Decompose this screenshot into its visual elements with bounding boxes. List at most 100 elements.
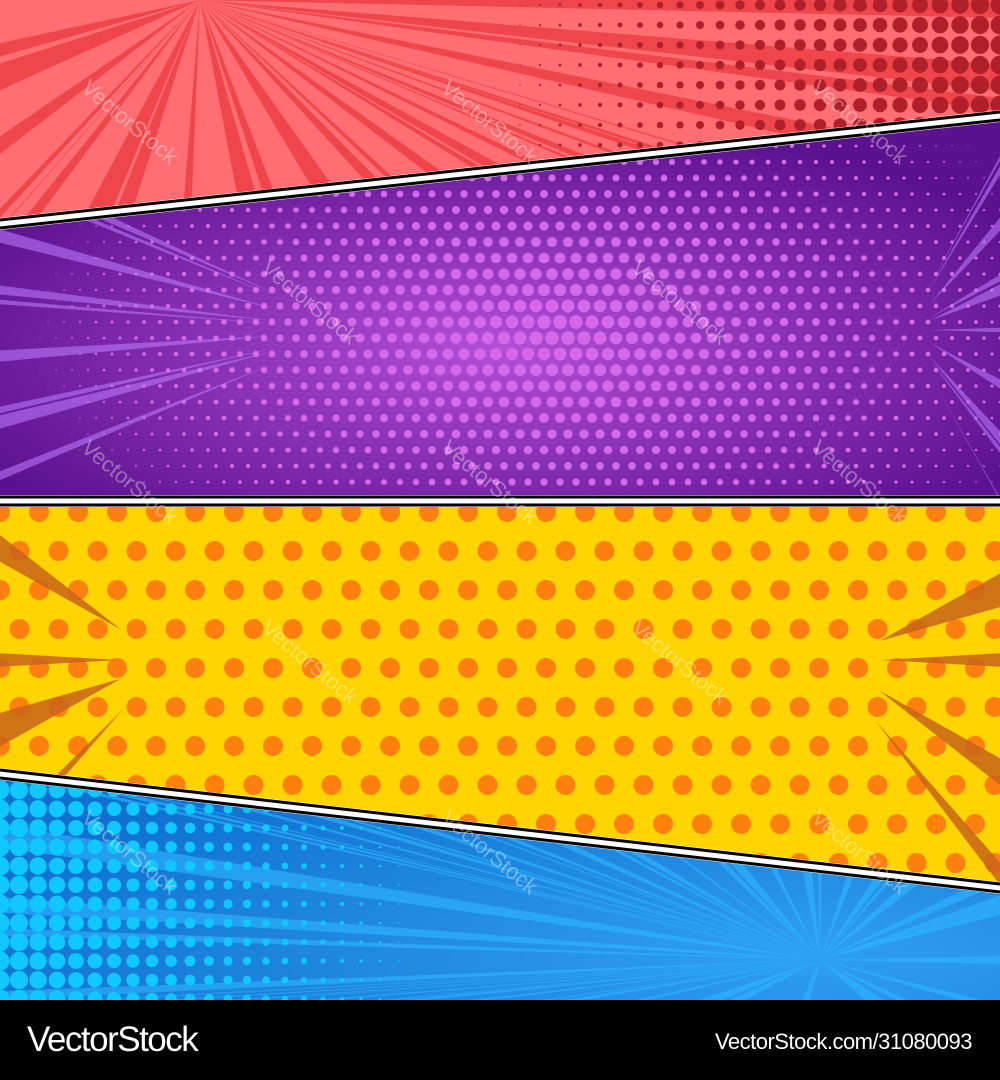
speed-ray xyxy=(200,0,267,218)
halftone-dot xyxy=(302,580,322,600)
halftone-dot xyxy=(754,19,766,31)
halftone-dot xyxy=(341,658,361,678)
halftone-dot xyxy=(966,336,970,340)
halftone-dot xyxy=(659,397,669,407)
halftone-dot xyxy=(203,898,215,910)
halftone-dot xyxy=(339,301,349,311)
halftone-dot xyxy=(966,368,970,372)
halftone-dot xyxy=(633,541,654,561)
halftone-dot xyxy=(150,464,154,468)
halftone-dot xyxy=(380,507,400,522)
halftone-dot xyxy=(497,507,517,522)
speed-ray xyxy=(254,960,820,1000)
halftone-dot xyxy=(845,415,851,421)
halftone-dot xyxy=(466,364,478,376)
halftone-dot xyxy=(394,316,406,328)
halftone-dot xyxy=(459,221,469,231)
halftone-dot xyxy=(242,842,252,852)
halftone-dot xyxy=(637,102,643,108)
halftone-dot xyxy=(134,400,138,404)
halftone-dot xyxy=(748,190,756,198)
speed-ray xyxy=(0,122,274,280)
halftone-dot xyxy=(538,412,550,424)
halftone-dot xyxy=(893,319,899,325)
halftone-dot xyxy=(772,430,780,438)
halftone-dot xyxy=(245,271,251,277)
halftone-dot xyxy=(173,287,179,293)
halftone-dot xyxy=(364,446,372,454)
halftone-dot xyxy=(482,364,494,376)
halftone-dot xyxy=(87,541,108,561)
halftone-dot xyxy=(672,775,693,795)
halftone-dot xyxy=(165,697,186,717)
halftone-dot xyxy=(308,302,316,310)
halftone-dot xyxy=(926,160,930,164)
halftone-dot xyxy=(756,206,764,214)
halftone-dot xyxy=(779,285,789,295)
halftone-dot xyxy=(68,972,84,988)
halftone-dot xyxy=(716,446,724,454)
halftone-dot xyxy=(848,814,868,834)
halftone-dot xyxy=(499,237,509,247)
halftone-dot xyxy=(0,894,10,914)
halftone-dot xyxy=(348,254,356,262)
halftone-dot xyxy=(945,775,966,795)
halftone-dot xyxy=(872,17,888,33)
halftone-dot xyxy=(359,845,363,849)
halftone-dot xyxy=(395,285,405,295)
halftone-dot xyxy=(620,190,628,198)
halftone-dot xyxy=(578,396,590,408)
halftone-dot xyxy=(0,951,10,971)
halftone-dot xyxy=(917,303,923,309)
halftone-dot xyxy=(515,205,525,215)
halftone-dot xyxy=(642,364,654,376)
halftone-dot xyxy=(650,316,662,328)
halftone-dot xyxy=(747,381,757,391)
halftone-dot xyxy=(755,333,765,343)
halftone-dot xyxy=(893,223,899,229)
speed-ray xyxy=(27,960,821,1000)
halftone-dot xyxy=(126,697,147,717)
halftone-dot xyxy=(281,938,289,946)
halftone-dot xyxy=(95,417,97,419)
halftone-dot xyxy=(602,252,614,264)
halftone-dot xyxy=(770,736,790,756)
halftone-dot xyxy=(355,301,365,311)
halftone-dot xyxy=(516,462,524,470)
halftone-dot xyxy=(371,365,381,375)
halftone-dot xyxy=(438,619,459,639)
halftone-dot xyxy=(674,300,686,312)
halftone-dot xyxy=(756,462,764,470)
halftone-dot xyxy=(892,77,908,93)
halftone-dot xyxy=(789,463,795,469)
halftone-dot xyxy=(9,856,29,876)
halftone-dot xyxy=(300,222,308,230)
halftone-dot xyxy=(706,332,718,344)
halftone-dot xyxy=(497,331,511,345)
halftone-dot xyxy=(396,190,404,198)
halftone-dot xyxy=(166,240,170,244)
halftone-dot xyxy=(339,920,345,926)
halftone-dot xyxy=(667,221,677,231)
halftone-dot xyxy=(379,317,389,327)
halftone-dot xyxy=(828,775,849,795)
halftone-dot xyxy=(150,336,154,340)
halftone-dot xyxy=(262,976,270,984)
halftone-dot xyxy=(821,207,827,213)
halftone-dot xyxy=(749,479,755,485)
halftone-dot xyxy=(617,347,631,361)
halftone-dot xyxy=(452,462,460,470)
halftone-dot xyxy=(634,316,646,328)
halftone-dot xyxy=(316,350,324,358)
speed-ray xyxy=(106,960,820,1000)
halftone-dot xyxy=(853,18,867,32)
halftone-dot xyxy=(885,207,891,213)
halftone-dot xyxy=(833,18,847,32)
halftone-dot xyxy=(184,841,196,853)
halftone-dot xyxy=(157,319,163,325)
halftone-dot xyxy=(942,224,946,228)
halftone-dot xyxy=(747,317,757,327)
halftone-dot xyxy=(482,396,494,408)
halftone-dot xyxy=(95,225,97,227)
halftone-dot xyxy=(126,935,140,949)
